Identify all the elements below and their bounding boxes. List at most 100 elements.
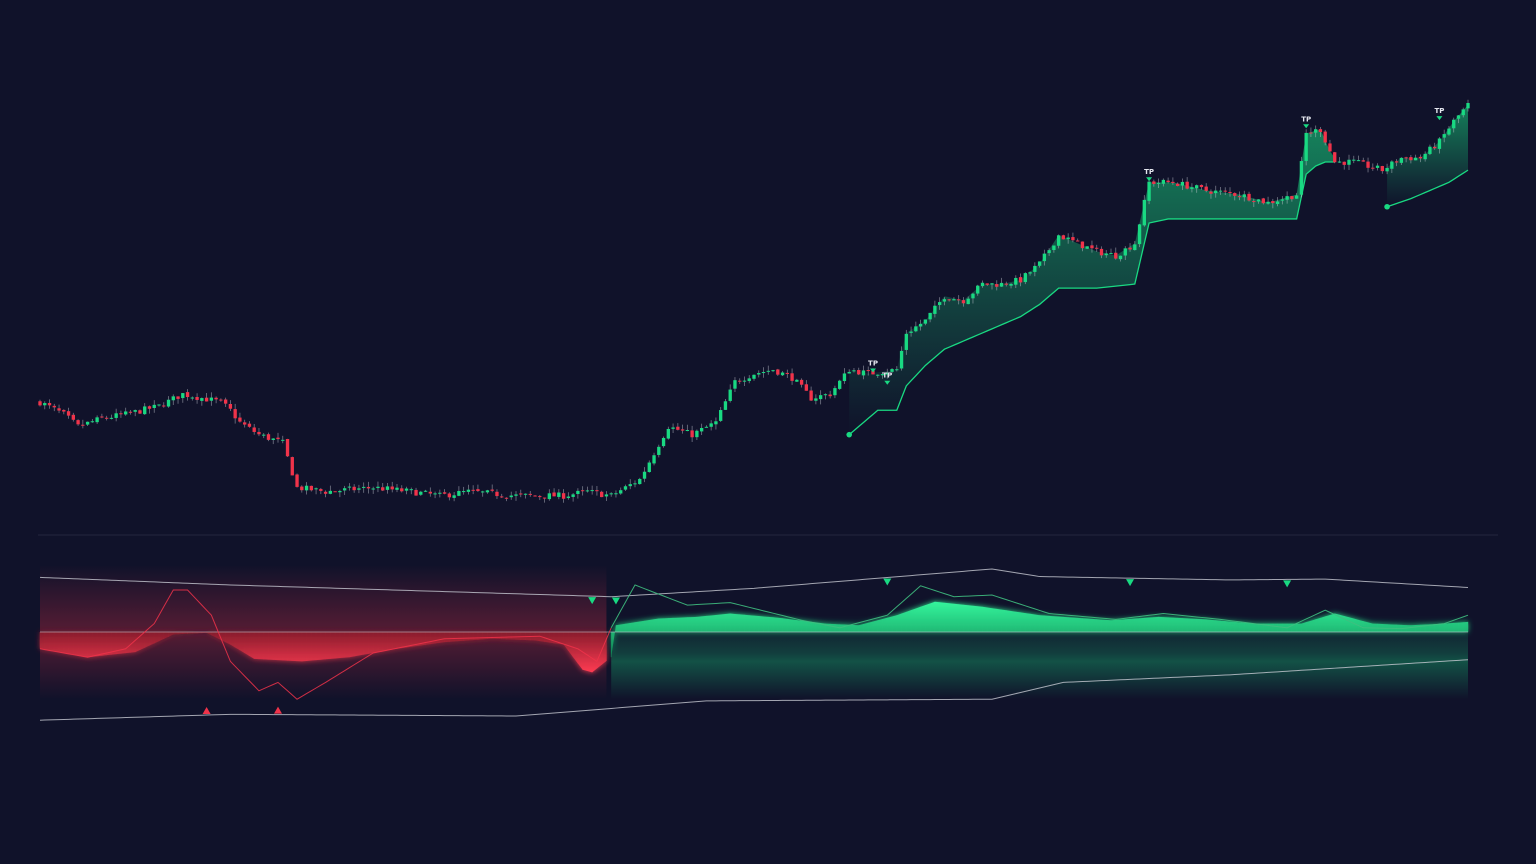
candle	[776, 368, 780, 376]
candle-body	[1109, 253, 1113, 255]
candle	[1447, 125, 1451, 136]
candle	[633, 480, 637, 488]
candle	[1275, 197, 1280, 207]
candle-body	[1137, 224, 1142, 245]
candle-body	[138, 410, 142, 414]
candle-body	[1223, 190, 1227, 192]
signal-line-bear	[39, 589, 612, 700]
candle	[185, 389, 190, 401]
candle	[1347, 154, 1351, 170]
candle-body	[1318, 129, 1323, 133]
candle	[423, 489, 428, 492]
candle	[771, 369, 775, 373]
candle	[133, 409, 137, 417]
candle	[709, 420, 713, 431]
entry-markers	[846, 203, 1390, 438]
candle	[1261, 197, 1265, 205]
candle-body	[1009, 283, 1013, 286]
candle-body	[1456, 115, 1461, 119]
candle	[657, 444, 661, 458]
candle	[338, 489, 342, 498]
candle-body	[128, 411, 133, 413]
candle-body	[1304, 132, 1308, 161]
candle-body	[166, 399, 171, 407]
candle	[1266, 196, 1270, 205]
candle-body	[519, 493, 523, 495]
candle-body	[561, 493, 566, 499]
candle-body	[847, 371, 851, 374]
candle-body	[795, 379, 799, 382]
candle	[1061, 234, 1066, 240]
candle	[438, 489, 442, 498]
oscillator-area	[40, 601, 1468, 673]
candle-body	[1195, 185, 1199, 189]
candle-body	[1394, 161, 1399, 163]
candle	[685, 424, 690, 432]
candle	[1399, 157, 1404, 165]
candle-body	[119, 413, 123, 415]
candle	[295, 473, 299, 488]
candle-body	[371, 488, 375, 490]
candle-body	[533, 495, 537, 497]
candle	[352, 484, 356, 493]
candle	[243, 419, 247, 428]
candle-body	[133, 410, 137, 412]
candle	[1252, 198, 1256, 207]
candle	[276, 432, 280, 443]
candle-body	[580, 490, 585, 492]
candle	[271, 438, 275, 445]
tp-triangle	[870, 368, 876, 373]
candle	[495, 489, 499, 500]
candle-body	[771, 370, 775, 372]
candle	[1418, 154, 1423, 163]
candle-body	[404, 488, 409, 491]
trailing-stop-fill	[849, 105, 1468, 435]
candle	[328, 485, 333, 495]
candle	[309, 485, 313, 492]
candle-body	[1328, 143, 1332, 152]
candle	[95, 415, 99, 424]
candle	[262, 433, 266, 439]
candle	[1147, 176, 1151, 205]
candle	[1394, 159, 1399, 167]
candle-body	[1142, 199, 1146, 226]
candle	[509, 491, 513, 500]
candle	[481, 490, 485, 497]
candle	[671, 423, 675, 433]
candle	[461, 486, 466, 495]
candle-body	[1056, 235, 1061, 246]
candle-body	[309, 485, 313, 491]
candle	[652, 452, 656, 466]
candle	[533, 495, 537, 497]
candle-body	[1413, 157, 1418, 161]
candle-body	[514, 494, 518, 496]
candle-body	[828, 394, 832, 397]
candle	[1137, 223, 1142, 248]
candle-body	[1042, 253, 1047, 262]
candle-body	[661, 437, 666, 447]
candle-body	[1204, 186, 1208, 191]
candle	[1066, 233, 1070, 244]
candle-body	[362, 486, 366, 488]
candle	[733, 377, 737, 392]
candle	[490, 484, 494, 493]
candle	[619, 487, 623, 495]
candle-body	[366, 486, 371, 489]
candle-body	[523, 493, 528, 495]
candle-body	[100, 416, 104, 418]
candle	[895, 366, 899, 372]
candle-body	[509, 495, 513, 498]
candle	[519, 489, 523, 498]
oscillator-panel	[39, 564, 1469, 721]
candle	[852, 367, 856, 373]
buy-signal-marker	[274, 706, 282, 714]
candle	[1123, 246, 1127, 260]
trailing-stop-2-path	[1386, 169, 1469, 208]
candle-body	[262, 434, 266, 436]
candle	[362, 482, 366, 493]
candle	[552, 488, 556, 497]
candle	[799, 378, 804, 388]
candle	[304, 482, 309, 495]
candle	[1271, 198, 1275, 209]
candle-body	[1433, 146, 1437, 149]
